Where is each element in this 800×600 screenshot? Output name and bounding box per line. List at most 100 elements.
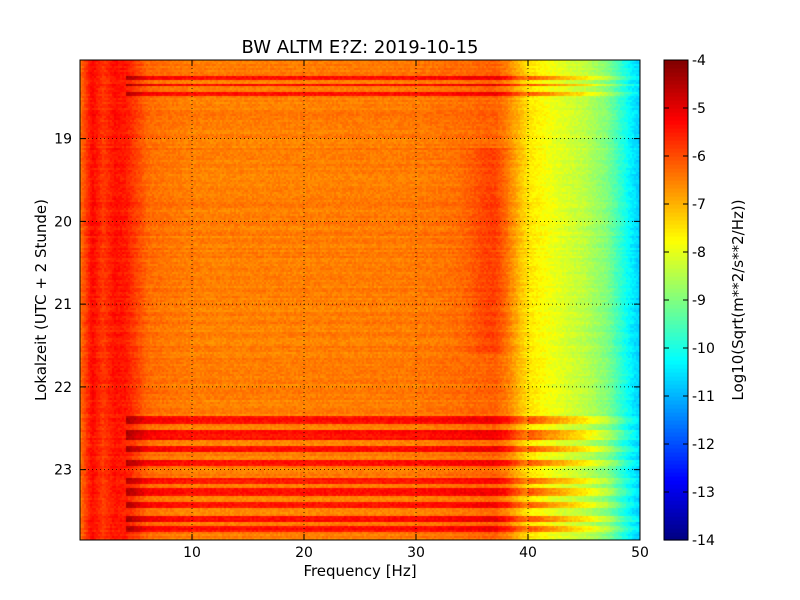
colorbar-segment — [664, 440, 688, 445]
colorbar-segment — [664, 160, 688, 165]
colorbar-segment — [664, 148, 688, 153]
colorbar-segment — [664, 124, 688, 129]
colorbar-segment — [664, 388, 688, 393]
colorbar-segment — [664, 380, 688, 385]
colorbar-segment — [664, 108, 688, 113]
colorbar-tick-label: -8 — [692, 245, 706, 261]
colorbar-tick-label: -10 — [692, 341, 715, 357]
colorbar-segment — [664, 340, 688, 345]
colorbar-segment — [664, 212, 688, 217]
colorbar-segment — [664, 436, 688, 441]
colorbar-segment — [664, 248, 688, 253]
colorbar-segment — [664, 168, 688, 173]
colorbar-segment — [664, 356, 688, 361]
colorbar-tick-label: -11 — [692, 389, 715, 405]
colorbar-segment — [664, 368, 688, 373]
colorbar-segment — [664, 508, 688, 513]
y-tick-label: 22 — [54, 380, 72, 396]
y-tick-label: 19 — [54, 132, 72, 148]
colorbar-segment — [664, 224, 688, 229]
colorbar-segment — [664, 200, 688, 205]
colorbar-segment — [664, 164, 688, 169]
colorbar-segment — [664, 264, 688, 269]
colorbar-segment — [664, 384, 688, 389]
colorbar-segment — [664, 500, 688, 505]
colorbar-segment — [664, 96, 688, 101]
colorbar-segment — [664, 304, 688, 309]
colorbar-segment — [664, 416, 688, 421]
x-tick-label: 40 — [519, 545, 537, 561]
colorbar-segment — [664, 76, 688, 81]
heatmap-image — [80, 60, 640, 540]
colorbar-segment — [664, 88, 688, 93]
colorbar-segment — [664, 284, 688, 289]
colorbar-segment — [664, 372, 688, 377]
x-tick-label: 20 — [295, 545, 313, 561]
colorbar-segment — [664, 404, 688, 409]
colorbar-segment — [664, 460, 688, 465]
colorbar-tick-label: -14 — [692, 533, 715, 549]
colorbar-segment — [664, 268, 688, 273]
colorbar-segment — [664, 292, 688, 297]
colorbar-label: Log10(Sqrt(m**2/s**2/Hz)) — [729, 199, 747, 400]
colorbar-segment — [664, 408, 688, 413]
colorbar-segment — [664, 260, 688, 265]
colorbar-segment — [664, 288, 688, 293]
colorbar-segment — [664, 192, 688, 197]
colorbar-segment — [664, 276, 688, 281]
colorbar-segment — [664, 348, 688, 353]
colorbar-segment — [664, 328, 688, 333]
colorbar-segment — [664, 520, 688, 525]
colorbar-segment — [664, 480, 688, 485]
colorbar-segment — [664, 484, 688, 489]
colorbar-segment — [664, 396, 688, 401]
colorbar-segment — [664, 84, 688, 89]
colorbar-segment — [664, 220, 688, 225]
x-tick-label: 30 — [407, 545, 425, 561]
colorbar-segment — [664, 188, 688, 193]
colorbar-segment — [664, 400, 688, 405]
colorbar-segment — [664, 376, 688, 381]
colorbar-segment — [664, 420, 688, 425]
colorbar-segment — [664, 332, 688, 337]
colorbar-segment — [664, 492, 688, 497]
colorbar-segment — [664, 472, 688, 477]
colorbar-segment — [664, 324, 688, 329]
colorbar-segment — [664, 204, 688, 209]
colorbar-segment — [664, 216, 688, 221]
colorbar-segment — [664, 64, 688, 69]
colorbar-segment — [664, 364, 688, 369]
colorbar-segment — [664, 308, 688, 313]
colorbar-segment — [664, 132, 688, 137]
colorbar-segment — [664, 272, 688, 277]
colorbar-segment — [664, 156, 688, 161]
colorbar-segment — [664, 516, 688, 521]
colorbar-segment — [664, 244, 688, 249]
colorbar-segment — [664, 468, 688, 473]
colorbar-segment — [664, 80, 688, 85]
colorbar-segment — [664, 448, 688, 453]
colorbar-segment — [664, 456, 688, 461]
colorbar-segment — [664, 432, 688, 437]
colorbar-segment — [664, 412, 688, 417]
colorbar-tick-label: -13 — [692, 485, 715, 501]
colorbar-segment — [664, 512, 688, 517]
colorbar-segment — [664, 116, 688, 121]
y-tick-label: 23 — [54, 463, 72, 479]
colorbar-segment — [664, 392, 688, 397]
colorbar-segment — [664, 72, 688, 77]
colorbar-segment — [664, 228, 688, 233]
colorbar-segment — [664, 232, 688, 237]
colorbar-segment — [664, 476, 688, 481]
colorbar-tick-label: -12 — [692, 437, 715, 453]
colorbar-segment — [664, 316, 688, 321]
colorbar-segment — [664, 352, 688, 357]
colorbar-segment — [664, 344, 688, 349]
colorbar-segment — [664, 496, 688, 501]
colorbar-tick-label: -6 — [692, 149, 706, 165]
colorbar-segment — [664, 504, 688, 509]
colorbar-segment — [664, 424, 688, 429]
colorbar-segment — [664, 92, 688, 97]
colorbar-tick-label: -9 — [692, 293, 706, 309]
colorbar-segment — [664, 256, 688, 261]
